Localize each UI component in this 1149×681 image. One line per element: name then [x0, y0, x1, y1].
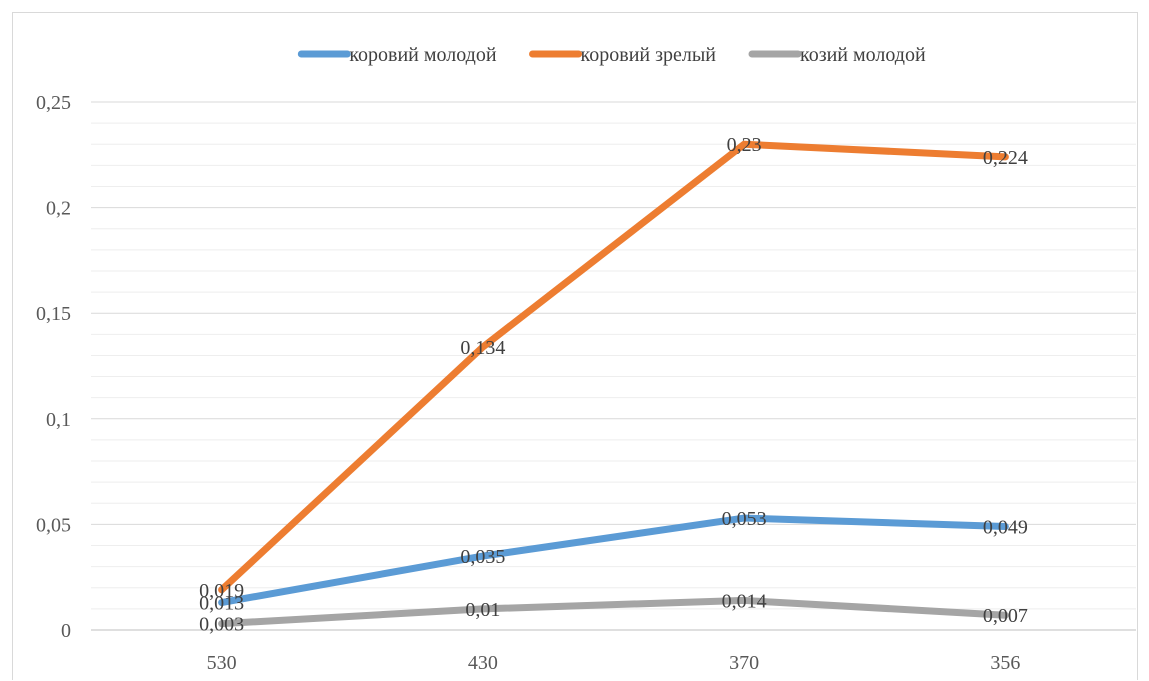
legend-item: коровий зрелый — [529, 44, 717, 66]
data-label: 0,01 — [465, 599, 500, 621]
data-label: 0,013 — [199, 593, 244, 615]
legend-label: козий молодой — [800, 44, 926, 66]
series-line — [218, 596, 1009, 628]
legend: коровий молодой коровий зрелый козий молод… — [297, 44, 926, 66]
legend-label: коровий зрелый — [581, 44, 717, 66]
series-line — [218, 140, 1009, 594]
data-label: 0,003 — [199, 614, 244, 636]
data-labels: 0,013 0,035 0,053 0,049 0,019 0,134 0,23 0,224 0… — [199, 134, 1028, 635]
y-tick-label: 0,15 — [36, 303, 71, 325]
data-label: 0,007 — [983, 605, 1028, 627]
y-axis-tick-labels: 0 0,05 0,1 0,15 0,2 0,25 — [36, 92, 71, 642]
legend-label: коровий молодой — [349, 44, 497, 66]
series-line — [218, 514, 1009, 607]
chart-frame: 0 0,05 0,1 0,15 0,2 0,25 530 430 370 356 0,013 0,… — [12, 12, 1138, 680]
legend-item: коровий молодой — [297, 44, 497, 66]
data-label: 0,23 — [727, 134, 762, 156]
data-label: 0,014 — [722, 590, 767, 612]
data-label: 0,049 — [983, 517, 1028, 539]
data-label: 0,035 — [460, 546, 505, 568]
data-label: 0,053 — [722, 508, 767, 530]
legend-item: козий молодой — [748, 44, 926, 66]
y-tick-label: 0,05 — [36, 514, 71, 536]
data-label: 0,134 — [460, 337, 505, 359]
gridlines — [91, 101, 1136, 631]
data-label: 0,224 — [983, 147, 1028, 169]
x-axis-tick-labels: 530 430 370 356 — [207, 652, 1021, 674]
data-label: 0,019 — [199, 580, 244, 602]
y-tick-label: 0 — [61, 620, 71, 642]
x-tick-label: 430 — [468, 652, 498, 674]
y-tick-label: 0,25 — [36, 92, 71, 114]
x-tick-label: 370 — [729, 652, 759, 674]
y-tick-label: 0,1 — [46, 409, 71, 431]
y-tick-label: 0,2 — [46, 198, 71, 220]
x-tick-label: 530 — [207, 652, 237, 674]
x-tick-label: 356 — [990, 652, 1020, 674]
series-lines — [218, 140, 1009, 628]
line-chart: 00,050,10,150,20,25 530 430 370 356 0,0130,… — [36, 44, 1136, 674]
